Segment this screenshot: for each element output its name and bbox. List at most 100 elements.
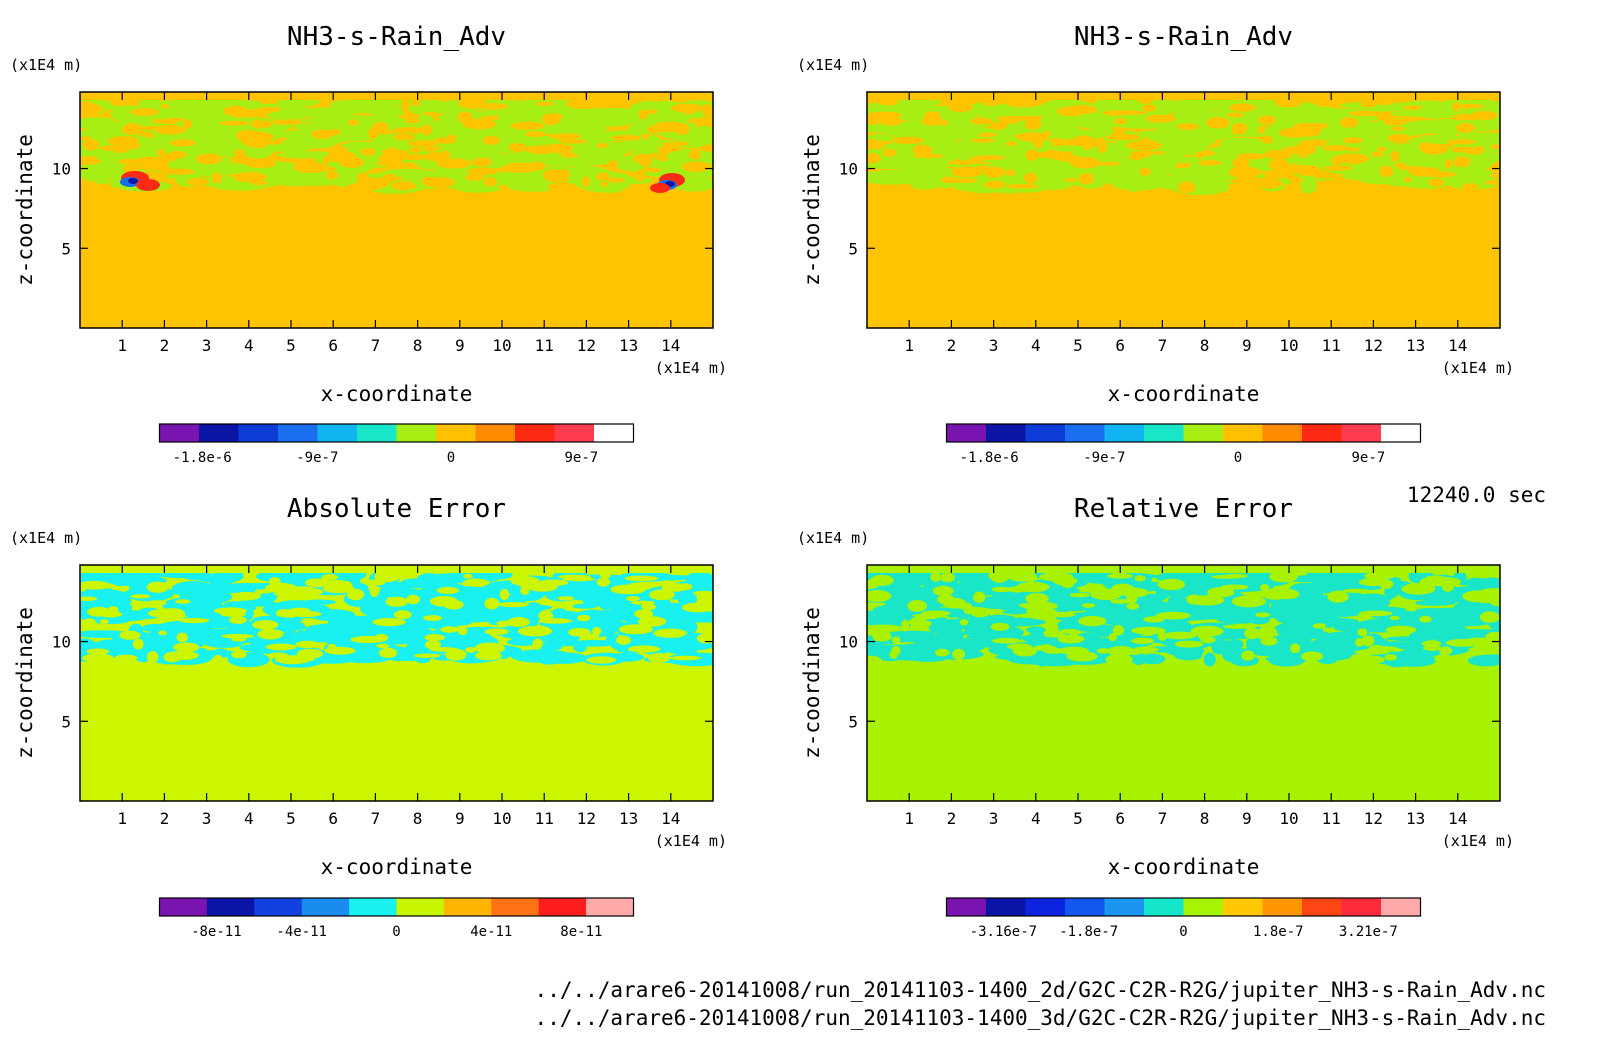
contour-patch <box>983 166 1005 178</box>
contour-patch <box>86 648 110 655</box>
contour-patch <box>687 118 712 124</box>
contour-patch <box>164 117 179 125</box>
contour-patch <box>436 629 479 645</box>
contour-patch <box>978 132 997 138</box>
contour-patch <box>662 609 676 618</box>
contour-patch <box>1269 158 1289 171</box>
contour-patch <box>195 153 223 165</box>
extreme-patch <box>128 178 138 184</box>
contour-patch <box>1207 587 1235 598</box>
contour-patch <box>425 151 444 161</box>
contour-patch <box>872 632 892 642</box>
contour-patch <box>1452 103 1485 109</box>
contour-patch <box>175 599 191 604</box>
x-tick-label: 8 <box>413 336 423 355</box>
contour-patch <box>173 642 200 652</box>
colorbar-swatch <box>1262 898 1303 916</box>
contour-patch <box>231 637 247 642</box>
contour-patch <box>1157 131 1214 148</box>
x-tick-label: 14 <box>1448 336 1467 355</box>
contour-patch <box>1244 627 1260 640</box>
y-tick-label: 5 <box>848 712 858 731</box>
contour-patch <box>293 162 330 174</box>
x-tick-label: 5 <box>1073 336 1083 355</box>
x-tick-label: 11 <box>1322 336 1341 355</box>
contour-patch <box>144 626 206 633</box>
contour-patch <box>1108 633 1117 642</box>
x-tick-label: 9 <box>455 336 465 355</box>
contour-patch <box>1228 166 1261 179</box>
contour-patch <box>1205 117 1230 129</box>
colorbar-swatch <box>206 898 255 916</box>
colorbar-label: 0 <box>447 450 455 466</box>
contour-patch <box>1355 637 1364 647</box>
contour-patch <box>930 572 942 582</box>
contour-patch <box>618 624 654 635</box>
contour-patch <box>183 119 192 129</box>
contour-patch <box>213 607 248 615</box>
panel-title: NH3-s-Rain_Adv <box>1074 22 1293 52</box>
plot-area <box>867 565 1500 801</box>
contour-patch <box>1370 151 1384 157</box>
colorbar-swatch <box>436 424 476 442</box>
contour-patch <box>1452 113 1487 121</box>
contour-patch <box>1325 145 1339 151</box>
x-unit-label: (x1E4 m) <box>655 832 727 850</box>
contour-patch <box>167 650 199 661</box>
contour-patch <box>1390 150 1400 162</box>
contour-patch <box>1022 601 1058 611</box>
plot-area <box>867 92 1500 328</box>
contour-patch <box>1069 592 1091 598</box>
file-path-2d: ../../arare6-20141008/run_20141103-1400_… <box>535 978 1546 1002</box>
contour-patch <box>1158 156 1207 164</box>
contour-patch <box>867 590 892 602</box>
contour-patch <box>517 134 555 149</box>
colorbar-swatch <box>475 424 516 442</box>
x-tick-label: 6 <box>1115 809 1125 828</box>
contour-patch <box>439 150 451 160</box>
contour-patch <box>1002 609 1033 615</box>
contour-patch <box>1281 146 1317 154</box>
contour-patch <box>1461 183 1479 190</box>
contour-patch <box>1401 583 1436 595</box>
contour-patch <box>506 638 541 646</box>
contour-patch <box>467 167 499 176</box>
contour-patch <box>347 147 361 154</box>
contour-patch <box>991 573 1008 583</box>
contour-patch <box>970 607 991 618</box>
contour-patch <box>503 134 517 140</box>
contour-patch <box>1134 575 1146 582</box>
contour-patch <box>1043 647 1066 654</box>
contour-patch <box>934 648 950 657</box>
contour-patch <box>502 162 539 173</box>
contour-patch <box>1094 161 1121 166</box>
time-label: 12240.0 sec <box>1407 483 1546 507</box>
contour-patch <box>1006 141 1017 147</box>
y-unit-label: (x1E4 m) <box>10 529 82 547</box>
x-tick-label: 3 <box>989 809 999 828</box>
panel-2: 1 2 3 4 5 6 7 8 9 10 11 12 13 14510NH3-s-Rain_Adv(x1E… <box>797 22 1514 466</box>
contour-patch <box>650 152 660 159</box>
contour-patch <box>1004 169 1016 177</box>
colorbar-frame <box>158 423 635 443</box>
contour-patch <box>970 117 994 125</box>
contour-patch <box>1300 651 1324 662</box>
colorbar-swatch <box>594 424 634 442</box>
contour-patch <box>378 647 398 659</box>
contour-patch <box>924 111 941 120</box>
contour-patch <box>365 579 386 586</box>
contour-patch <box>428 119 469 129</box>
contour-patch <box>671 103 704 113</box>
contour-patch <box>457 111 473 123</box>
contour-patch <box>212 654 224 665</box>
colorbar-label: -1.8e-6 <box>173 450 232 466</box>
colorbar-label: 3.21e-7 <box>1339 924 1398 940</box>
colorbar-label: 1.8e-7 <box>1253 924 1304 940</box>
contour-patch <box>1255 612 1271 618</box>
contour-patch <box>465 646 477 653</box>
contour-patch <box>361 148 376 156</box>
contour-patch <box>1462 590 1495 603</box>
contour-patch <box>1157 578 1186 591</box>
contour-patch <box>1067 624 1115 631</box>
